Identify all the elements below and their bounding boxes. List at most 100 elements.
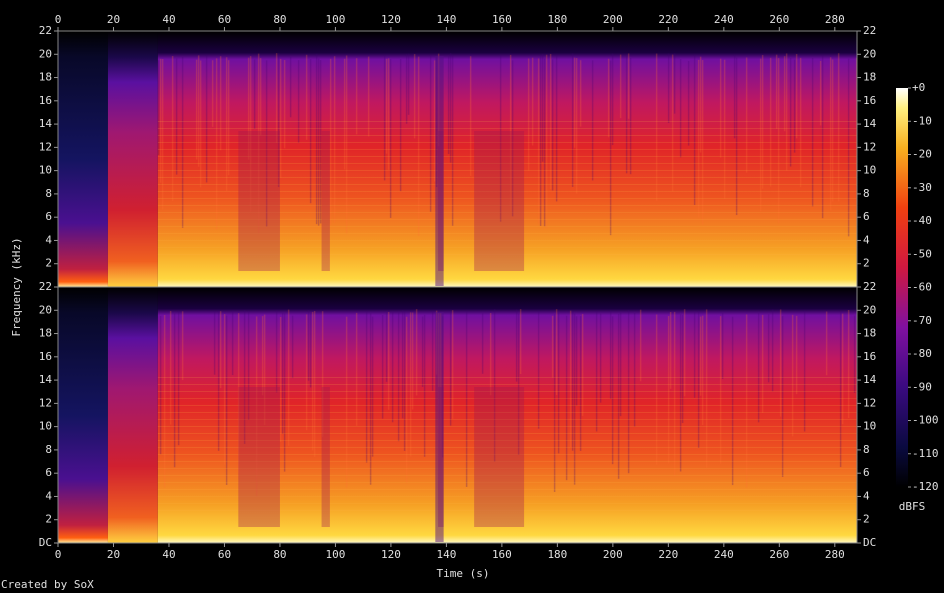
spectrogram-stripe — [543, 58, 546, 227]
spectrogram-stripe — [371, 316, 374, 457]
spectrogram-stripe — [731, 316, 734, 486]
spectrogram-stripe — [701, 315, 704, 425]
x-tick-label: 120 — [381, 548, 401, 561]
y-tick-label: 6 — [45, 210, 52, 223]
spectrogram-stripe — [673, 311, 676, 477]
spectrogram-stripe — [705, 309, 708, 468]
spectrogram-stripe — [387, 311, 390, 410]
channel-frame — [57, 286, 858, 544]
spectrogram-stripe — [591, 60, 594, 181]
y-tick-label: 18 — [39, 327, 52, 340]
spectrogram-stripe — [841, 313, 844, 425]
spectrogram-stripe — [611, 53, 614, 146]
y-tick-label: 20 — [39, 303, 52, 316]
spectrogram-stripe — [469, 56, 472, 176]
spectrogram-stripe — [369, 313, 372, 485]
x-tick-label: 220 — [658, 13, 678, 26]
spectrogram-stripe — [181, 57, 184, 228]
x-tick-label: 160 — [492, 548, 512, 561]
y-tick-label: 4 — [863, 489, 870, 502]
x-tick-label: 80 — [273, 548, 286, 561]
spectrogram-stripe — [403, 311, 406, 451]
spectrogram-stripe — [819, 60, 822, 126]
spectrogram-stripe — [279, 316, 282, 442]
spectrogram-stripe — [735, 57, 738, 216]
x-tick-label: 260 — [769, 548, 789, 561]
spectrogram-stripe — [449, 312, 452, 426]
x-tick-label: 140 — [436, 13, 456, 26]
spectrogram-stripe — [541, 54, 544, 162]
spectrogram-band — [157, 461, 857, 462]
spectrogram-stripe — [579, 60, 582, 127]
y-tick-label: 2 — [863, 513, 870, 526]
spectrogram-stripe — [247, 57, 250, 160]
y-axis-label: Frequency (kHz) — [10, 237, 23, 336]
spectrogram-band — [157, 149, 857, 150]
y-tick-label: 16 — [39, 94, 52, 107]
y-tick-label: 2 — [45, 513, 52, 526]
y-tick-label: 18 — [863, 71, 876, 84]
spectrogram-stripe — [767, 314, 770, 383]
spectrogram-stripe — [249, 56, 252, 212]
spectrogram-band — [157, 503, 857, 504]
spectrogram-stripe — [781, 316, 784, 477]
spectrogram-stripe — [629, 58, 632, 175]
spectrogram-stripe — [481, 313, 484, 374]
spectrogram-stripe — [261, 316, 264, 396]
y-tick-label: 2 — [45, 257, 52, 270]
spectrogram-stripe — [701, 60, 704, 225]
y-tick-label: 12 — [39, 140, 52, 153]
spectrogram-stripe — [619, 54, 622, 119]
spectrogram-band — [157, 128, 857, 129]
spectrogram-stripe — [553, 314, 556, 493]
spectrogram-stripe — [821, 55, 824, 219]
y-tick-label: 16 — [863, 350, 876, 363]
spectrogram-stripe — [227, 60, 230, 176]
spectrogram-stripe — [275, 310, 278, 393]
spectrogram-stripe — [451, 310, 454, 419]
spectrogram-band — [157, 184, 857, 185]
x-tick-label: 240 — [714, 548, 734, 561]
spectrogram-stripe — [159, 58, 162, 183]
spectrogram-stripe — [175, 58, 178, 175]
spectrogram-dip — [435, 312, 444, 542]
spectrogram-stripe — [243, 309, 246, 444]
spectrogram-band — [157, 398, 857, 399]
spectrogram-stripe — [421, 316, 424, 387]
spectrogram-stripe — [389, 59, 392, 218]
spectrogram-stripe — [159, 315, 162, 455]
spectrogram-stripe — [733, 54, 736, 139]
spectrogram-stripe — [169, 310, 172, 425]
spectrogram-stripe — [557, 312, 560, 454]
spectrogram-stripe — [517, 313, 520, 455]
x-tick-label: 260 — [769, 13, 789, 26]
spectrogram-stripe — [699, 316, 702, 396]
y-tick-label: 10 — [39, 164, 52, 177]
spectrogram-stripe — [639, 309, 642, 382]
spectrogram-stripe — [829, 57, 832, 211]
spectrogram-stripe — [365, 311, 368, 463]
y-tick-label: 8 — [863, 187, 870, 200]
spectrogram-stripe — [539, 55, 542, 226]
y-tick-label: 14 — [39, 373, 53, 386]
spectrogram-stripe — [825, 311, 828, 376]
x-tick-label: 200 — [603, 13, 623, 26]
x-tick-label: 140 — [436, 548, 456, 561]
spectrogram-stripe — [259, 58, 262, 136]
x-tick-label: 0 — [55, 13, 62, 26]
spectrogram-stripe — [289, 56, 292, 118]
x-tick-label: 80 — [273, 13, 286, 26]
spectrogram-stripe — [219, 56, 222, 151]
spectrogram-stripe — [571, 53, 574, 187]
spectrogram-stripe — [789, 58, 792, 167]
spectrogram-stripe — [355, 58, 358, 135]
spectrogram-stripe — [579, 316, 582, 451]
spectrogram-band — [157, 191, 857, 192]
y-tick-label: 2 — [863, 257, 870, 270]
y-tick-label: 22 — [863, 24, 876, 37]
spectrogram-stripe — [279, 58, 282, 178]
y-tick-label: 18 — [39, 71, 52, 84]
spectrogram-stripe — [581, 313, 584, 416]
spectrogram-stripe — [405, 316, 408, 484]
spectrogram-stripe — [197, 55, 200, 167]
